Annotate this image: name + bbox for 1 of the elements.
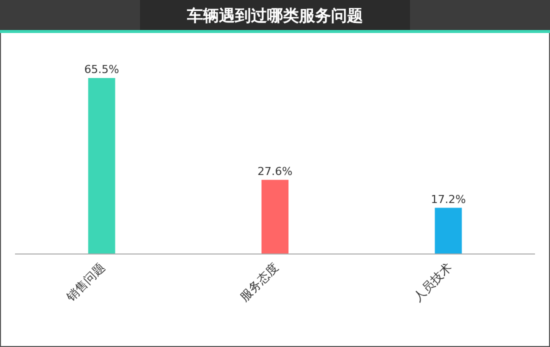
title: 车辆遇到过哪类服务问题 xyxy=(187,6,363,25)
